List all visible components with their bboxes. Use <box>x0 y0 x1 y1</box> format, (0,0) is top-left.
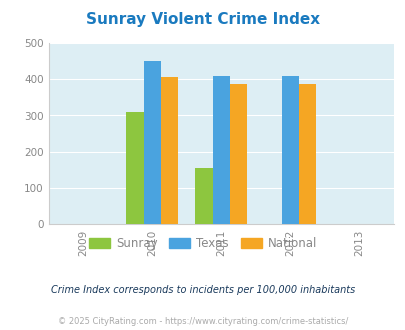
Bar <box>298 83 315 224</box>
Legend: Sunray, Texas, National: Sunray, Texas, National <box>84 232 321 255</box>
Text: Sunray Violent Crime Index: Sunray Violent Crime Index <box>86 12 319 26</box>
Bar <box>143 61 160 224</box>
Bar <box>160 77 178 224</box>
Bar <box>126 112 143 224</box>
Bar <box>281 76 298 224</box>
Bar <box>212 76 229 224</box>
Bar <box>195 168 212 224</box>
Bar <box>229 83 247 224</box>
Text: Crime Index corresponds to incidents per 100,000 inhabitants: Crime Index corresponds to incidents per… <box>51 285 354 295</box>
Text: © 2025 CityRating.com - https://www.cityrating.com/crime-statistics/: © 2025 CityRating.com - https://www.city… <box>58 317 347 326</box>
